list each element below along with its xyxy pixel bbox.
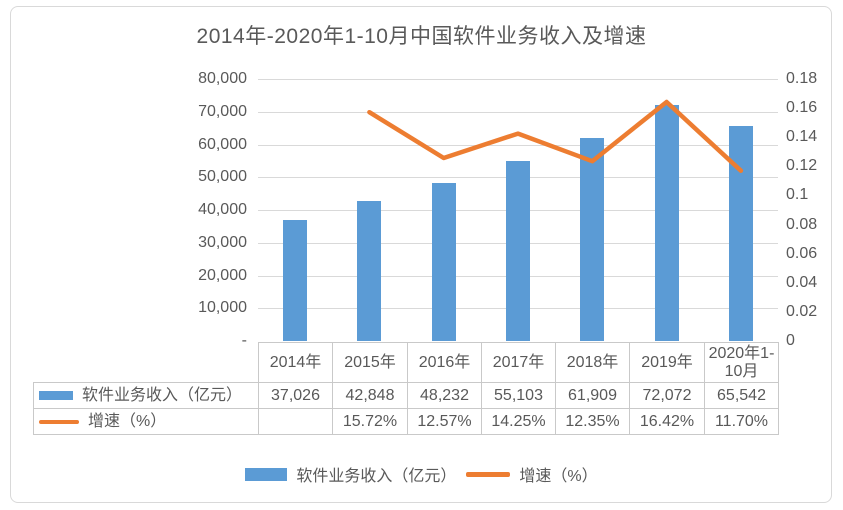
table-header-cell: 2019年 xyxy=(629,342,705,383)
right-axis-tick-label: 0.02 xyxy=(786,303,818,320)
legend-item-label: 增速（%） xyxy=(519,468,598,485)
table-cell: 37,026 xyxy=(258,382,333,409)
table-header-cell: 2016年 xyxy=(407,342,482,383)
table-cell: 72,072 xyxy=(629,382,705,409)
growth-line xyxy=(367,99,744,173)
right-axis-tick-label: 0 xyxy=(786,332,795,349)
left-axis-tick-label: 60,000 xyxy=(198,136,247,153)
table-header-cell: 2015年 xyxy=(332,342,408,383)
chart-title: 2014年-2020年1-10月中国软件业务收入及增速 xyxy=(196,25,647,48)
growth-line-series xyxy=(367,99,744,173)
right-axis-tick-label: 0.04 xyxy=(786,274,818,291)
legend-item-label: 软件业务收入（亿元） xyxy=(296,468,457,485)
revenue-bar xyxy=(357,201,381,341)
chart-legend: 软件业务收入（亿元） 增速（%） xyxy=(0,461,843,487)
legend-line-swatch-icon xyxy=(466,471,511,477)
plot-area xyxy=(258,79,778,341)
left-axis-tick-label: 30,000 xyxy=(198,234,247,251)
gridline xyxy=(258,112,778,113)
left-axis-tick-label: 40,000 xyxy=(198,201,247,218)
right-axis-tick-label: 0.14 xyxy=(786,128,818,145)
legend-item: 增速（%） xyxy=(466,462,598,486)
table-cell: 61,909 xyxy=(555,382,630,409)
table-cell: 42,848 xyxy=(332,382,408,409)
table-cell: 48,232 xyxy=(407,382,482,409)
right-axis-tick-label: 0.08 xyxy=(786,216,818,233)
left-axis-tick-label: 80,000 xyxy=(198,70,247,87)
table-row-label-text: 增速（%） xyxy=(88,412,167,430)
table-header-cell: 2020年1-10月 xyxy=(704,342,779,383)
table-cell: 55,103 xyxy=(481,382,556,409)
revenue-bar xyxy=(655,105,679,341)
growth-swatch-icon xyxy=(39,419,79,424)
revenue-bar xyxy=(580,138,604,341)
table-cell: 11.70% xyxy=(704,408,779,435)
right-axis-tick-label: 0.06 xyxy=(786,245,818,262)
right-axis-tick-label: 0.12 xyxy=(786,157,818,174)
table-cell: 12.35% xyxy=(555,408,630,435)
table-cell: 16.42% xyxy=(629,408,705,435)
left-axis-tick-label: 70,000 xyxy=(198,103,247,120)
table-cell: 15.72% xyxy=(332,408,408,435)
revenue-swatch-icon xyxy=(39,391,73,400)
legend-item: 软件业务收入（亿元） xyxy=(245,462,456,486)
gridline xyxy=(258,79,778,80)
left-axis-tick-label: 20,000 xyxy=(198,267,247,284)
right-axis-tick-label: 0.18 xyxy=(786,70,818,87)
revenue-bar xyxy=(506,161,530,341)
table-header-cell: 2018年 xyxy=(555,342,630,383)
table-header-cell: 2017年 xyxy=(481,342,556,383)
left-axis-tick-label: 10,000 xyxy=(198,299,247,316)
table-header-cell: 2014年 xyxy=(258,342,333,383)
table-row-label: 软件业务收入（亿元） xyxy=(33,382,259,409)
gridline xyxy=(258,145,778,146)
table-row-label: 增速（%） xyxy=(33,408,259,435)
table-cell xyxy=(258,408,333,435)
table-cell: 14.25% xyxy=(481,408,556,435)
left-axis-tick-label: - xyxy=(241,332,247,349)
right-axis-tick-label: 0.16 xyxy=(786,99,818,116)
left-axis-tick-label: 50,000 xyxy=(198,168,247,185)
right-axis-tick-label: 0.1 xyxy=(786,186,809,203)
table-row-label-text: 软件业务收入（亿元） xyxy=(82,386,243,404)
table-cell: 12.57% xyxy=(407,408,482,435)
revenue-bar xyxy=(283,220,307,341)
revenue-bar xyxy=(432,183,456,341)
table-cell: 65,542 xyxy=(704,382,779,409)
legend-bar-swatch-icon xyxy=(245,467,288,481)
